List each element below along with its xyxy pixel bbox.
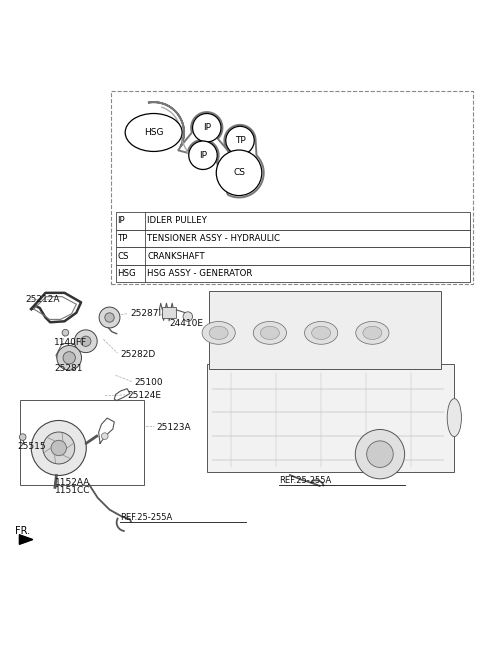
Ellipse shape	[447, 399, 461, 437]
Text: HSG: HSG	[144, 128, 163, 137]
Text: 24410E: 24410E	[170, 318, 204, 328]
Bar	[116, 230, 470, 247]
Text: IP: IP	[199, 151, 207, 160]
Text: 25281: 25281	[54, 364, 83, 373]
Circle shape	[63, 352, 75, 364]
Ellipse shape	[363, 326, 382, 339]
Circle shape	[57, 345, 82, 370]
Ellipse shape	[253, 322, 287, 344]
Circle shape	[216, 150, 262, 196]
Text: FR.: FR.	[14, 526, 30, 536]
Bar	[116, 265, 470, 283]
Text: TP: TP	[235, 136, 245, 145]
Text: CS: CS	[233, 168, 245, 177]
Text: HSG ASSY - GENERATOR: HSG ASSY - GENERATOR	[147, 269, 253, 278]
Circle shape	[183, 312, 192, 321]
Ellipse shape	[125, 114, 182, 152]
Circle shape	[355, 430, 405, 479]
Ellipse shape	[202, 322, 235, 344]
Text: 25282D: 25282D	[120, 349, 156, 358]
Text: HSG: HSG	[118, 269, 136, 278]
Circle shape	[192, 114, 221, 142]
Circle shape	[62, 330, 69, 336]
Circle shape	[31, 421, 86, 475]
Text: IP: IP	[203, 123, 211, 132]
Bar	[207, 364, 454, 472]
Ellipse shape	[356, 322, 389, 344]
Text: 25212A: 25212A	[25, 295, 60, 304]
Circle shape	[19, 434, 26, 440]
Ellipse shape	[209, 326, 228, 339]
Bar	[209, 292, 441, 369]
Text: 25124E: 25124E	[128, 391, 162, 400]
Circle shape	[226, 126, 254, 155]
Bar	[116, 247, 470, 265]
Text: 1140FF: 1140FF	[54, 337, 87, 347]
Ellipse shape	[312, 326, 331, 339]
Text: REF.25-255A: REF.25-255A	[279, 476, 332, 485]
Text: 1152AA: 1152AA	[56, 478, 91, 487]
Text: 25123A: 25123A	[156, 423, 191, 432]
Circle shape	[51, 440, 66, 456]
Bar	[111, 91, 473, 284]
Text: TP: TP	[118, 234, 128, 243]
Text: 1151CC: 1151CC	[56, 486, 91, 495]
Circle shape	[81, 336, 91, 347]
Circle shape	[43, 432, 75, 464]
Polygon shape	[19, 535, 33, 544]
Text: IDLER PULLEY: IDLER PULLEY	[147, 216, 207, 226]
Text: 25287I: 25287I	[130, 309, 161, 318]
Bar	[162, 307, 177, 317]
Text: TENSIONER ASSY - HYDRAULIC: TENSIONER ASSY - HYDRAULIC	[147, 234, 280, 243]
Ellipse shape	[261, 326, 279, 339]
Circle shape	[101, 433, 108, 439]
Text: REF.25-255A: REF.25-255A	[120, 513, 173, 523]
Circle shape	[367, 441, 393, 468]
Text: CS: CS	[118, 252, 129, 260]
Text: 25100: 25100	[135, 378, 163, 387]
Ellipse shape	[304, 322, 338, 344]
Bar	[116, 212, 470, 230]
Circle shape	[74, 330, 97, 353]
Bar	[20, 400, 144, 485]
Text: 25515: 25515	[17, 442, 46, 451]
Circle shape	[189, 141, 217, 169]
Circle shape	[105, 313, 114, 322]
Text: IP: IP	[118, 216, 125, 226]
Circle shape	[99, 307, 120, 328]
Text: CRANKSHAFT: CRANKSHAFT	[147, 252, 205, 260]
